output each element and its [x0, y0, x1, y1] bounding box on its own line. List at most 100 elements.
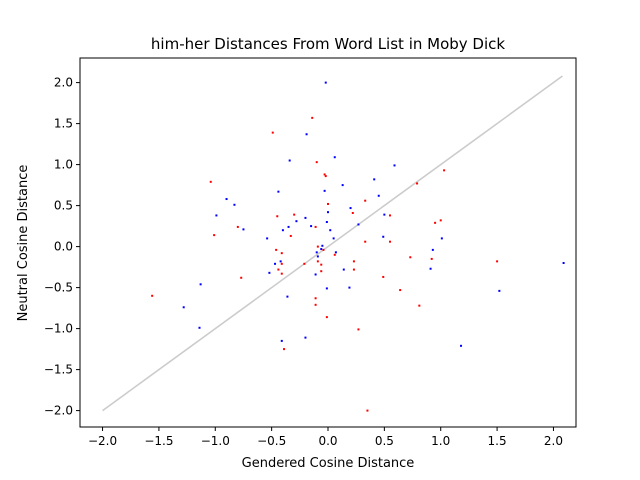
point-blue-44	[199, 283, 202, 286]
point-blue-24	[320, 248, 323, 251]
point-blue-14	[304, 216, 307, 219]
point-blue-48	[280, 339, 283, 342]
x-tick-label: −2.0	[88, 434, 117, 448]
point-blue-45	[182, 306, 185, 309]
point-blue-31	[342, 268, 345, 271]
point-red-28	[430, 257, 433, 260]
y-tick-label: 0.0	[54, 240, 73, 254]
point-blue-25	[315, 251, 318, 254]
series-red	[151, 116, 499, 412]
point-blue-19	[327, 211, 329, 214]
x-tick-label: −1.0	[201, 434, 230, 448]
point-blue-13	[242, 228, 245, 231]
point-red-0	[311, 116, 314, 119]
point-red-31	[303, 262, 306, 265]
point-red-15	[439, 219, 442, 222]
point-blue-38	[268, 271, 271, 274]
point-red-45	[418, 304, 421, 307]
point-red-17	[213, 234, 216, 237]
point-red-46	[325, 316, 328, 319]
x-axis-label: Gendered Cosine Distance	[242, 456, 415, 471]
y-axis: −2.0 −1.5 −1.0 −0.5 0.0 0.5 1.0 1.5 2.0	[44, 76, 80, 418]
point-blue-21	[329, 229, 332, 232]
x-tick-label: 2.0	[544, 434, 563, 448]
point-red-14	[434, 221, 437, 224]
point-blue-2	[333, 156, 336, 159]
point-blue-17	[281, 229, 284, 232]
point-blue-27	[349, 207, 352, 210]
point-blue-15	[295, 220, 298, 223]
point-blue-36	[279, 260, 282, 263]
point-blue-28	[357, 223, 360, 226]
point-blue-51	[562, 262, 565, 264]
point-red-10	[276, 215, 279, 218]
y-tick-label: −1.0	[44, 322, 73, 336]
point-blue-35	[266, 237, 269, 240]
point-blue-47	[304, 336, 307, 339]
point-blue-9	[377, 194, 380, 197]
point-red-24	[322, 248, 325, 251]
series-blue	[182, 81, 565, 347]
point-blue-32	[382, 235, 385, 238]
point-blue-50	[460, 344, 463, 347]
point-blue-8	[373, 178, 376, 181]
point-red-22	[275, 248, 278, 251]
point-blue-18	[310, 225, 313, 228]
point-red-33	[352, 260, 355, 263]
point-blue-3	[288, 159, 291, 162]
point-blue-0	[324, 81, 327, 84]
point-red-5	[209, 180, 212, 183]
point-red-39	[240, 276, 243, 279]
point-red-37	[352, 268, 355, 271]
point-red-6	[416, 182, 419, 185]
point-red-9	[327, 202, 329, 205]
point-red-27	[409, 256, 412, 259]
point-red-25	[280, 252, 283, 255]
plot-area	[79, 57, 577, 428]
scatter-points	[151, 81, 565, 412]
point-blue-34	[440, 237, 443, 240]
x-tick-label: −0.5	[257, 434, 286, 448]
point-red-2	[315, 161, 318, 164]
point-blue-39	[314, 273, 317, 276]
y-tick-label: 2.0	[54, 76, 73, 90]
point-red-44	[314, 303, 317, 306]
y-tick-label: −0.5	[44, 281, 73, 295]
point-red-23	[316, 245, 319, 248]
x-tick-label: 1.5	[488, 434, 507, 448]
point-red-41	[399, 289, 402, 292]
point-red-11	[293, 213, 296, 216]
plot-background	[80, 58, 576, 427]
point-blue-11	[233, 203, 236, 206]
point-red-42	[151, 294, 154, 297]
point-blue-49	[498, 289, 501, 292]
point-red-18	[289, 234, 292, 237]
point-blue-1	[305, 133, 308, 136]
point-blue-7	[323, 189, 326, 192]
point-red-49	[366, 409, 369, 412]
point-blue-42	[348, 286, 351, 289]
y-tick-label: 1.0	[54, 158, 73, 172]
x-tick-label: 0.0	[318, 434, 337, 448]
point-red-7	[443, 169, 446, 172]
y-tick-label: 1.5	[54, 117, 73, 131]
point-blue-20	[325, 221, 328, 223]
point-red-4	[324, 175, 327, 178]
point-red-35	[277, 268, 280, 271]
point-red-21	[389, 240, 391, 243]
point-red-30	[280, 262, 283, 265]
x-tick-label: −1.5	[144, 434, 173, 448]
y-tick-label: −1.5	[44, 363, 73, 377]
point-blue-26	[316, 255, 319, 258]
y-tick-label: −2.0	[44, 404, 73, 418]
point-red-8	[364, 199, 367, 202]
point-red-12	[351, 211, 354, 214]
point-red-34	[496, 260, 499, 263]
x-tick-label: 1.0	[431, 434, 450, 448]
point-blue-30	[334, 251, 337, 254]
point-blue-40	[286, 295, 289, 298]
point-red-26	[333, 253, 336, 256]
point-blue-33	[431, 248, 434, 251]
